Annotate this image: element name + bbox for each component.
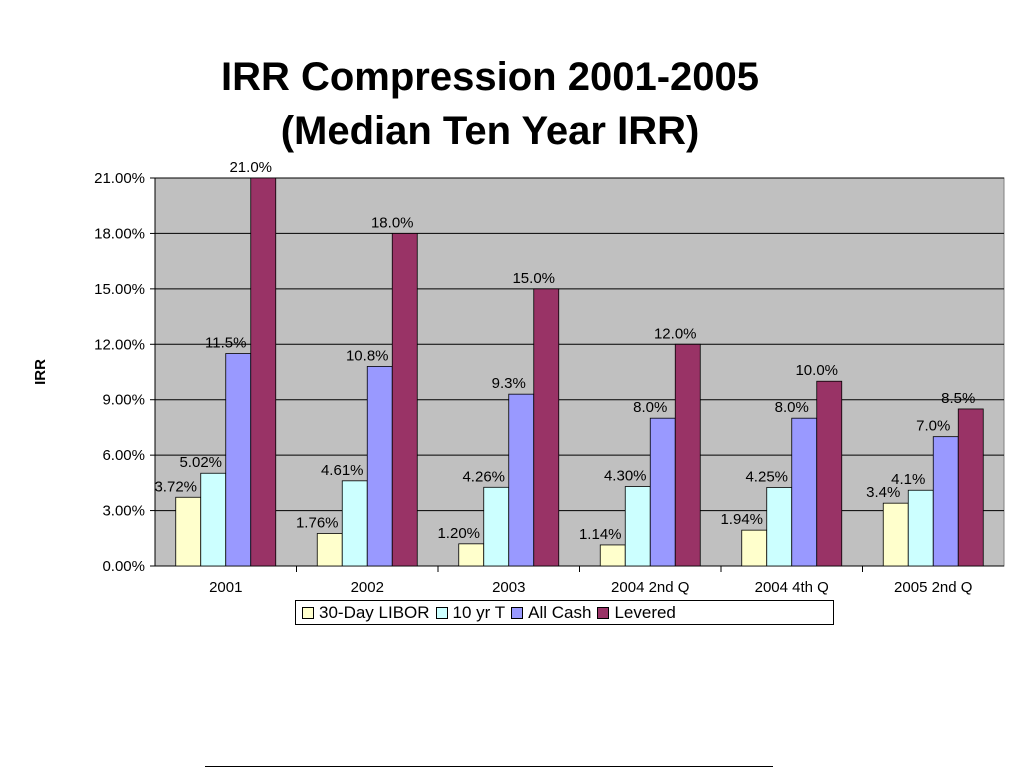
- bar-all-cash: [366, 366, 393, 567]
- bar-levered: [250, 177, 277, 567]
- bar-30-day-libor: [599, 544, 626, 567]
- y-tick-label: 6.00%: [102, 447, 145, 464]
- x-tick-label: 2001: [209, 579, 242, 596]
- legend-label-levered: Levered: [614, 602, 676, 622]
- legend-item-all-cash: All Cash: [511, 603, 591, 623]
- bar-30-day-libor: [316, 533, 343, 567]
- bar-10-yr-t: [907, 489, 934, 567]
- legend-swatch-all-cash: [511, 606, 524, 619]
- bar-all-cash: [791, 417, 818, 567]
- bar-10-yr-t: [766, 487, 793, 567]
- data-label: 18.0%: [371, 214, 414, 231]
- data-label: 15.0%: [512, 270, 555, 287]
- bar-30-day-libor: [175, 496, 202, 567]
- bar-levered: [816, 380, 843, 567]
- data-label: 11.5%: [205, 335, 246, 352]
- bar-all-cash: [649, 417, 676, 567]
- data-label: 4.25%: [745, 468, 788, 485]
- data-label: 4.26%: [462, 468, 505, 485]
- data-label: 12.0%: [654, 325, 697, 342]
- bar-30-day-libor: [458, 543, 485, 567]
- data-label: 4.1%: [891, 471, 925, 488]
- y-axis-title: IRR: [32, 359, 49, 385]
- bar-all-cash: [932, 436, 959, 567]
- x-tick-label: 2002: [351, 579, 384, 596]
- data-label: 3.4%: [866, 484, 900, 501]
- bar-30-day-libor: [882, 502, 909, 567]
- bar-levered: [674, 343, 701, 567]
- legend-swatch-30-day-libor: [302, 606, 314, 619]
- bar-levered: [957, 408, 984, 567]
- data-label: 8.5%: [941, 390, 975, 407]
- plot-area: [154, 177, 1005, 567]
- data-label: 1.94%: [720, 511, 763, 528]
- legend-label-10-yr-t: 10 yr T: [452, 602, 506, 622]
- bar-30-day-libor: [741, 529, 768, 567]
- legend-swatch-10-yr-t: [435, 606, 448, 619]
- data-label: 10.0%: [795, 362, 838, 379]
- bottom-rule: [205, 766, 773, 767]
- irr-bar-chart: 0.00% 3.00% 6.00% 9.00% 12.00% 15.00% 18.00% 21…: [32, 159, 1005, 596]
- bar-levered: [533, 288, 560, 567]
- data-label: 1.20%: [437, 525, 480, 542]
- data-label: 4.61%: [321, 462, 364, 479]
- bar-all-cash: [508, 393, 535, 567]
- data-label: 9.3%: [492, 375, 526, 392]
- x-tick-label: 2003: [492, 579, 525, 596]
- data-label: 8.0%: [633, 399, 667, 416]
- data-label: 21.0%: [229, 159, 272, 176]
- chart-title-line-2: (Median Ten Year IRR): [280, 109, 700, 153]
- y-tick-label: 0.00%: [102, 558, 145, 575]
- data-label: 3.72%: [154, 478, 197, 495]
- y-tick-label: 18.00%: [94, 225, 145, 242]
- bar-levered: [391, 233, 418, 567]
- legend-item-10-yr-t: 10 yr T: [435, 602, 506, 623]
- y-tick-label: 3.00%: [102, 503, 145, 520]
- x-tick-label: 2004 2nd Q: [611, 579, 689, 596]
- chart-legend: 30-Day LIBOR 10 yr T All Cash Levered: [295, 600, 834, 625]
- legend-item-levered: Levered: [597, 602, 676, 623]
- data-label: 1.14%: [579, 526, 622, 543]
- x-tick-label: 2004 4th Q: [755, 579, 829, 596]
- legend-label-30-day-libor: 30-Day LIBOR: [319, 602, 430, 622]
- data-label: 7.0%: [916, 418, 950, 435]
- y-tick-label: 12.00%: [94, 336, 145, 353]
- data-label: 1.76%: [296, 514, 339, 531]
- legend-swatch-levered: [597, 606, 610, 619]
- data-label: 5.02%: [179, 454, 222, 471]
- data-label: 8.0%: [775, 399, 809, 416]
- legend-item-30-day-libor: 30-Day LIBOR: [302, 603, 430, 623]
- bar-10-yr-t: [624, 486, 651, 567]
- y-tick-label: 21.00%: [94, 170, 145, 187]
- data-label: 4.30%: [604, 468, 647, 485]
- bar-10-yr-t: [200, 472, 227, 567]
- bar-10-yr-t: [483, 486, 510, 567]
- bar-all-cash: [225, 353, 252, 567]
- x-tick-label: 2005 2nd Q: [894, 579, 972, 596]
- bar-10-yr-t: [341, 480, 368, 567]
- legend-label-all-cash: All Cash: [528, 602, 592, 622]
- y-tick-label: 15.00%: [94, 281, 145, 298]
- y-tick-label: 9.00%: [102, 392, 145, 409]
- data-label: 10.8%: [346, 347, 389, 364]
- chart-title-line-1: IRR Compression 2001-2005: [220, 55, 759, 99]
